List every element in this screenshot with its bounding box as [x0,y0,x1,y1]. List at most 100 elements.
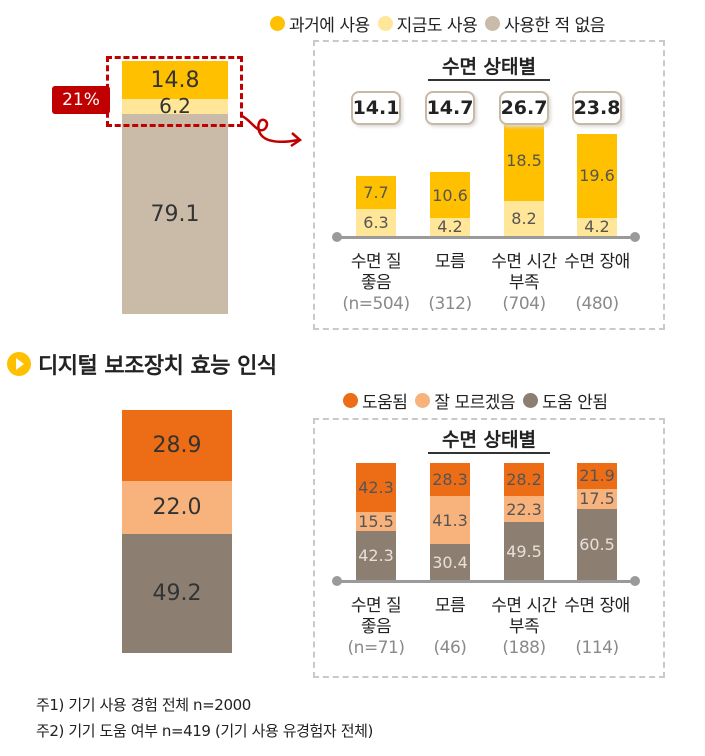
usage-group-past: 18.5 [504,121,544,201]
efficacy-axis [336,580,636,583]
efficacy-group-helped: 28.3 [430,463,470,497]
legend-past-label: 과거에 사용 [289,16,370,36]
usage-group-label: 수면 장애 (480) [557,252,637,315]
efficacy-group-label-line1: 수면 장애 [564,596,630,616]
efficacy-group-not-helped: 30.4 [430,544,470,580]
usage-group-bar: 19.6 4.2 [577,133,617,236]
efficacy-group-label: 수면 장애 (114) [557,596,637,659]
legend-never: 사용한 적 없음 [485,11,605,36]
efficacy-group-not-helped: 60.5 [577,509,617,580]
usage-panel-title-underline [428,79,550,81]
efficacy-group-n: (46) [433,638,467,658]
legend-current: 지금도 사용 [377,11,478,36]
usage-group-n: (704) [502,294,546,314]
usage-group-label-line2: 좋음 [360,273,392,293]
efficacy-heading: 디지털 보조장치 효능 인식 [6,348,277,380]
efficacy-group-unsure: 22.3 [504,495,544,523]
efficacy-overall-not-helped: 49.2 [122,534,232,653]
play-circle-icon [7,352,31,376]
legend-helped-label: 도움됨 [362,393,408,413]
legend-unsure-label: 잘 모르겠음 [434,393,516,413]
usage-group-label: 수면 질 좋음 (n=504) [336,252,416,315]
usage-overall-bar: 14.8 6.2 79.1 [122,61,228,314]
usage-group-bar: 7.7 6.3 [356,175,396,236]
usage-group-current: 6.3 [356,208,396,236]
efficacy-group-bar: 28.3 41.3 30.4 [430,463,470,580]
callout-arrow-icon [241,114,303,148]
efficacy-group-label-line2: 부족 [508,617,540,637]
usage-group-label-line1: 수면 시간 [491,252,557,272]
usage-group-past: 7.7 [356,175,396,209]
usage-group-bar: 10.6 4.2 [430,172,470,236]
efficacy-legend: 도움됨 잘 모르겠음 도움 안됨 [335,388,608,413]
usage-group-label: 모름 (312) [410,252,490,315]
efficacy-group-helped: 28.2 [504,463,544,496]
efficacy-axis-start-dot [332,576,342,586]
efficacy-overall-bar: 28.9 22.0 49.2 [122,410,232,653]
usage-group-label: 수면 시간 부족 (704) [484,252,564,315]
legend-unsure-swatch [415,393,431,408]
efficacy-group-label: 수면 시간 부족 (188) [484,596,564,659]
legend-unsure: 잘 모르겠음 [415,388,516,413]
note-2: 주2) 기기 도움 여부 n=419 (기기 사용 유경험자 전체) [36,722,373,740]
efficacy-group-bar: 28.2 22.3 49.5 [504,463,544,580]
usage-legend: 과거에 사용 지금도 사용 사용한 적 없음 [262,11,605,36]
legend-not-helped: 도움 안됨 [523,388,608,413]
usage-axis [336,236,636,239]
usage-group-n: (312) [428,294,472,314]
legend-helped: 도움됨 [343,388,408,413]
legend-never-label: 사용한 적 없음 [504,16,605,36]
usage-group-current: 8.2 [504,200,544,236]
efficacy-group-unsure: 15.5 [356,512,396,531]
efficacy-group-label: 모름 (46) [410,596,490,659]
usage-axis-end-dot [630,232,640,242]
legend-current-label: 지금도 사용 [396,16,478,36]
efficacy-group-label-line2: 좋음 [360,617,392,637]
efficacy-group-label-line1: 모름 [434,596,466,616]
legend-past-swatch [270,16,285,31]
efficacy-group-unsure: 17.5 [577,488,617,510]
usage-group-bar: 18.5 8.2 [504,121,544,236]
usage-group-label-line1: 수면 질 [350,252,402,272]
efficacy-overall-unsure: 22.0 [122,481,232,534]
legend-not-helped-swatch [523,393,539,408]
efficacy-group-bar: 21.9 17.5 60.5 [577,463,617,580]
efficacy-panel-title-underline [428,452,550,454]
efficacy-axis-end-dot [630,576,640,586]
efficacy-group-n: (188) [502,638,546,658]
usage-axis-start-dot [332,232,342,242]
usage-group-current: 4.2 [577,217,617,236]
legend-not-helped-label: 도움 안됨 [542,393,608,413]
usage-group-n: (n=504) [342,294,410,314]
usage-group-n: (480) [575,294,619,314]
usage-group-total: 14.7 [425,91,475,125]
usage-group-current: 4.2 [430,217,470,236]
efficacy-group-n: (114) [575,638,619,658]
efficacy-group-helped: 21.9 [577,463,617,489]
efficacy-panel-title: 수면 상태별 [441,429,536,451]
callout-badge: 21% [52,86,110,114]
usage-group-total: 26.7 [499,91,549,125]
usage-group-label-line1: 모름 [434,252,466,272]
legend-helped-swatch [343,393,358,408]
usage-group-past: 19.6 [577,133,617,218]
legend-past: 과거에 사용 [270,11,370,36]
usage-group-total: 14.1 [351,91,401,125]
efficacy-group-label-line1: 수면 질 [350,596,402,616]
efficacy-panel [313,418,665,678]
usage-group-total: 23.8 [572,91,622,125]
usage-overall-never: 79.1 [122,114,228,314]
usage-panel-title: 수면 상태별 [441,56,536,78]
efficacy-group-not-helped: 42.3 [356,530,396,580]
highlight-box [106,56,243,127]
legend-current-swatch [377,16,393,31]
usage-group-label-line1: 수면 장애 [564,252,630,272]
efficacy-group-label-line1: 수면 시간 [491,596,557,616]
usage-panel [313,40,665,330]
efficacy-group-n: (n=71) [347,638,405,658]
efficacy-group-label-line2 [410,617,490,638]
efficacy-group-helped: 42.3 [356,463,396,513]
efficacy-overall-helped: 28.9 [122,410,232,481]
usage-overall-past: 14.8 [122,61,228,99]
efficacy-group-unsure: 41.3 [430,496,470,545]
